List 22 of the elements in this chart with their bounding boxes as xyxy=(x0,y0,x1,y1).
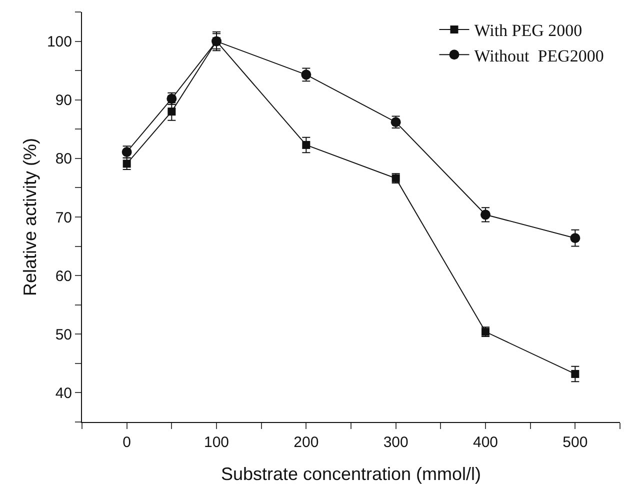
x-tick-label: 400 xyxy=(472,434,498,451)
point xyxy=(302,140,310,149)
point xyxy=(571,370,580,378)
x-tick-label: 200 xyxy=(294,434,319,451)
x-tick-label: 0 xyxy=(122,434,131,451)
x-tick-label: 300 xyxy=(383,434,408,451)
point xyxy=(480,210,490,220)
y-tick-label: 100 xyxy=(46,34,72,51)
y-axis-title: Relative activity (%) xyxy=(20,138,40,296)
y-tick-label: 80 xyxy=(55,150,72,168)
x-tick-label: 500 xyxy=(562,434,588,451)
y-tick-label: 70 xyxy=(55,209,72,226)
point xyxy=(168,108,176,116)
legend-label: Without PEG2000 xyxy=(474,46,604,66)
x-axis-title: Substrate concentration (mmol/l) xyxy=(220,464,482,484)
y-tick-label: 50 xyxy=(55,326,72,344)
point xyxy=(570,233,580,244)
y-tick-label: 60 xyxy=(55,268,72,285)
y-tick-label: 90 xyxy=(55,92,72,110)
y-tick-label: 40 xyxy=(55,384,72,402)
legend-label: With PEG 2000 xyxy=(474,21,582,40)
x-tick-label: 100 xyxy=(204,434,230,451)
